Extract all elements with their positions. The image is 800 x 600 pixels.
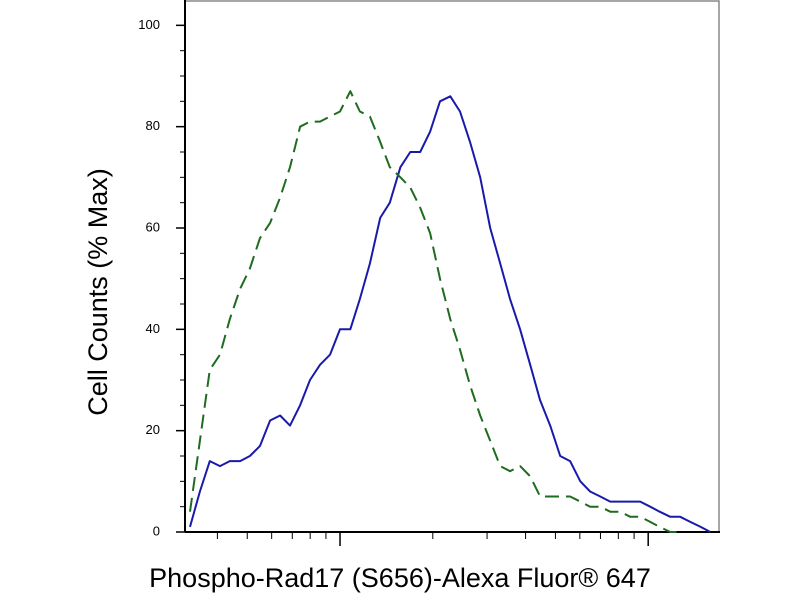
series-line xyxy=(189,90,681,533)
y-tick-label: 20 xyxy=(146,422,160,437)
y-tick-label: 80 xyxy=(146,118,160,133)
plot-frame xyxy=(184,0,720,533)
x-axis-label: Phospho-Rad17 (S656)-Alexa Fluor® 647 xyxy=(149,563,651,593)
series-line xyxy=(189,95,711,533)
y-tick-label: 60 xyxy=(146,219,160,234)
y-axis-label: Cell Counts (% Max) xyxy=(83,168,113,416)
y-tick-label: 0 xyxy=(153,523,160,538)
y-tick-label: 100 xyxy=(138,17,160,32)
y-tick-label: 40 xyxy=(146,321,160,336)
